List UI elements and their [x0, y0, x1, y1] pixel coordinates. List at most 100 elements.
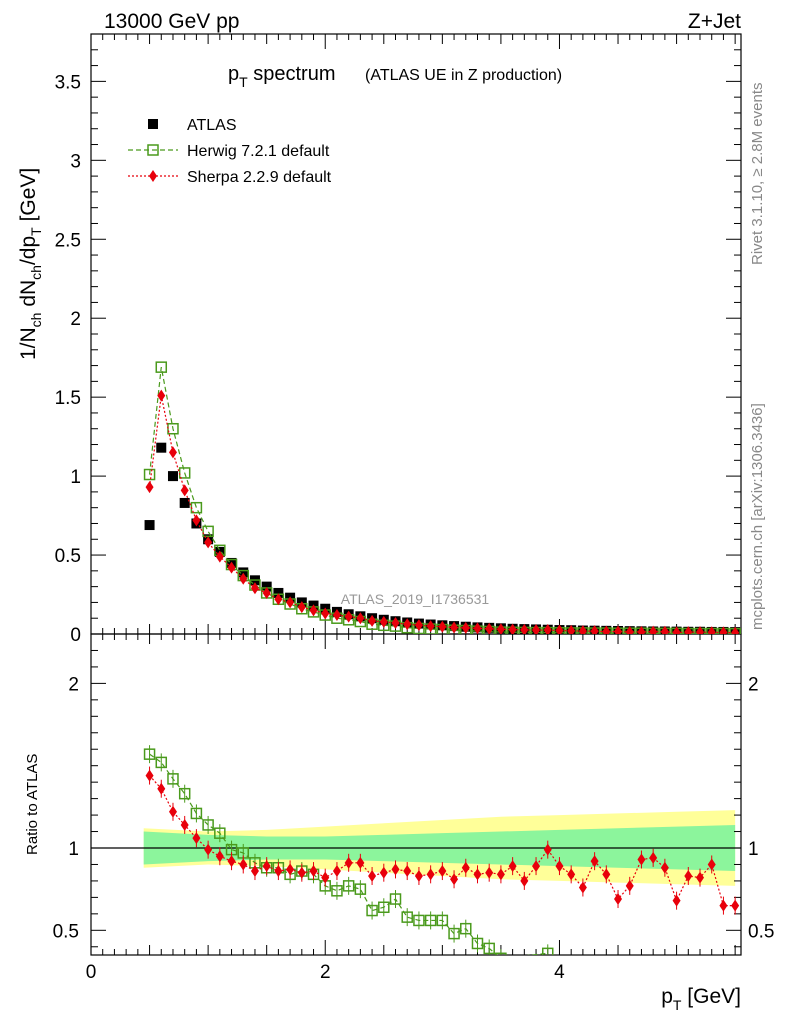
ratio-y-tick-label: 2	[68, 674, 79, 695]
sherpa-2-2-9-default-ratio-point	[719, 899, 728, 912]
sherpa-2-2-9-default-point	[286, 596, 295, 609]
sherpa-2-2-9-default-point	[309, 604, 318, 617]
sherpa-2-2-9-default-point	[625, 625, 634, 634]
sherpa-2-2-9-default-ratio-point	[450, 873, 459, 886]
legend-marker-herwig-7-2-1-default	[147, 144, 159, 156]
sherpa-2-2-9-default-point	[543, 624, 552, 634]
herwig-7-2-1-default-ratio-point	[366, 904, 378, 917]
atlas-point	[156, 442, 167, 453]
sherpa-2-2-9-default-point	[250, 582, 259, 595]
sherpa-2-2-9-default-point	[684, 626, 693, 634]
x-axis-label: pT [GeV]	[661, 985, 741, 1013]
atlas-point	[261, 581, 272, 592]
axis-ticks	[90, 33, 741, 955]
sherpa-2-2-9-default-point	[414, 619, 423, 632]
herwig-7-2-1-default-ratio-point	[542, 947, 554, 955]
herwig-7-2-1-default-ratio-point	[331, 885, 343, 897]
sherpa-2-2-9-default-point	[520, 623, 529, 634]
herwig-7-2-1-default-ratio-point	[202, 819, 214, 831]
sherpa-2-2-9-default-point	[332, 609, 341, 622]
sherpa-2-2-9-default-ratio-point	[250, 865, 259, 878]
sherpa-2-2-9-default-ratio-point	[309, 865, 318, 878]
sherpa-2-2-9-default-ratio-point	[496, 868, 505, 881]
sherpa-2-2-9-default-ratio-point	[157, 782, 166, 795]
sherpa-2-2-9-default-ratio-point	[614, 893, 623, 906]
sherpa-2-2-9-default-point	[660, 625, 669, 634]
sherpa-2-2-9-default-ratio-point	[731, 899, 740, 912]
herwig-7-2-1-default-ratio-point	[448, 927, 460, 940]
atlas-point	[238, 567, 249, 578]
sherpa-2-2-9-default-ratio-point	[567, 868, 576, 881]
herwig-7-2-1-default-ratio-point	[378, 901, 390, 914]
sherpa-2-2-9-default-ratio-point	[344, 856, 353, 869]
top-y-tick-label: 0.5	[55, 546, 81, 567]
sherpa-2-2-9-default-ratio-point	[684, 869, 693, 882]
atlas-point	[144, 520, 155, 531]
ratio-y-tick-label-right: 2	[748, 674, 759, 695]
top-y-tick-label: 2	[70, 309, 81, 330]
sherpa-2-2-9-default-point	[204, 536, 213, 549]
herwig-7-2-1-default-ratio-line	[149, 753, 548, 955]
sherpa-2-2-9-default-ratio-point	[262, 860, 271, 873]
x-tick-label: 2	[320, 962, 331, 983]
herwig-7-2-1-default-point	[178, 467, 191, 479]
sherpa-2-2-9-default-ratio-point	[543, 843, 552, 856]
sherpa-2-2-9-default-ratio-point	[637, 853, 646, 866]
herwig-7-2-1-default-ratio-point	[143, 748, 156, 760]
sherpa-2-2-9-default-point	[262, 586, 271, 599]
sherpa-2-2-9-default-ratio-point	[485, 866, 494, 879]
sherpa-2-2-9-default-ratio-point	[297, 866, 306, 879]
herwig-7-2-1-default-ratio-point	[483, 942, 495, 955]
ratio-panel-frame	[90, 633, 742, 956]
sherpa-2-2-9-default-point	[321, 607, 330, 620]
sherpa-2-2-9-default-point	[532, 624, 541, 634]
ratio-y-tick-label: 1	[68, 839, 79, 860]
legend-label-herwig-7-2-1-default: Herwig 7.2.1 default	[187, 143, 330, 160]
sherpa-2-2-9-default-ratio-point	[438, 865, 447, 878]
sherpa-2-2-9-default-point	[555, 624, 564, 634]
chart-title-extra: (ATLAS UE in Z production)	[365, 67, 562, 84]
sherpa-2-2-9-default-point	[461, 621, 470, 634]
sherpa-2-2-9-default-point	[157, 389, 166, 402]
sherpa-2-2-9-default-ratio-point	[625, 879, 634, 892]
sherpa-2-2-9-default-ratio-point	[473, 868, 482, 881]
sherpa-2-2-9-default-ratio-point	[180, 818, 189, 831]
sherpa-2-2-9-default-ratio-point	[707, 858, 716, 871]
sherpa-2-2-9-default-point	[649, 625, 658, 634]
sherpa-2-2-9-default-point	[192, 514, 201, 527]
sherpa-2-2-9-default-point	[274, 593, 283, 606]
header-left-label: 13000 GeV pp	[104, 10, 239, 33]
sherpa-2-2-9-default-ratio-point	[414, 869, 423, 882]
sherpa-2-2-9-default-ratio-point	[368, 869, 377, 882]
ratio-y-tick-label: 0.5	[53, 921, 79, 942]
sherpa-2-2-9-default-ratio-point	[555, 860, 564, 873]
legend: ATLAS Herwig 7.2.1 default Sherpa 2.2.9 de…	[128, 117, 332, 186]
sherpa-2-2-9-default-ratio-point	[403, 865, 412, 878]
sherpa-2-2-9-default-point	[602, 625, 611, 634]
sherpa-2-2-9-default-ratio-point	[391, 863, 400, 876]
herwig-7-2-1-default-ratio-point	[389, 893, 402, 905]
legend-label-atlas: ATLAS	[187, 117, 237, 134]
sherpa-2-2-9-default-ratio-point	[227, 855, 236, 868]
axis-tick-labels: 0 2 4 0 0.5 1 1.5 2 2.5 3 3.5 0.5 0.5 1 1 2 2	[53, 72, 775, 983]
top-y-tick-label: 1	[70, 467, 81, 488]
sherpa-2-2-9-default-point	[450, 621, 459, 634]
sherpa-2-2-9-default-point	[145, 481, 154, 494]
sherpa-2-2-9-default-ratio-point	[672, 894, 681, 907]
title-sub: T	[239, 74, 248, 90]
sherpa-2-2-9-default-ratio-point	[274, 865, 283, 878]
title-main: p	[228, 63, 239, 85]
herwig-7-2-1-default-ratio-point	[424, 914, 437, 927]
analysis-watermark: ATLAS_2019_I1736531	[341, 591, 490, 607]
x-tick-label: 0	[86, 962, 97, 983]
herwig-7-2-1-default-ratio-point	[495, 952, 507, 955]
top-panel-series	[143, 361, 741, 634]
sherpa-2-2-9-default-point	[590, 625, 599, 634]
sherpa-2-2-9-default-ratio-point	[532, 860, 541, 873]
sherpa-2-2-9-default-ratio-point	[168, 805, 177, 818]
sherpa-2-2-9-default-point	[508, 623, 517, 634]
sherpa-2-2-9-default-ratio-point	[204, 843, 213, 856]
rivet-label: Rivet 3.1.10, ≥ 2.8M events	[749, 83, 766, 266]
sherpa-2-2-9-default-point	[403, 618, 412, 631]
